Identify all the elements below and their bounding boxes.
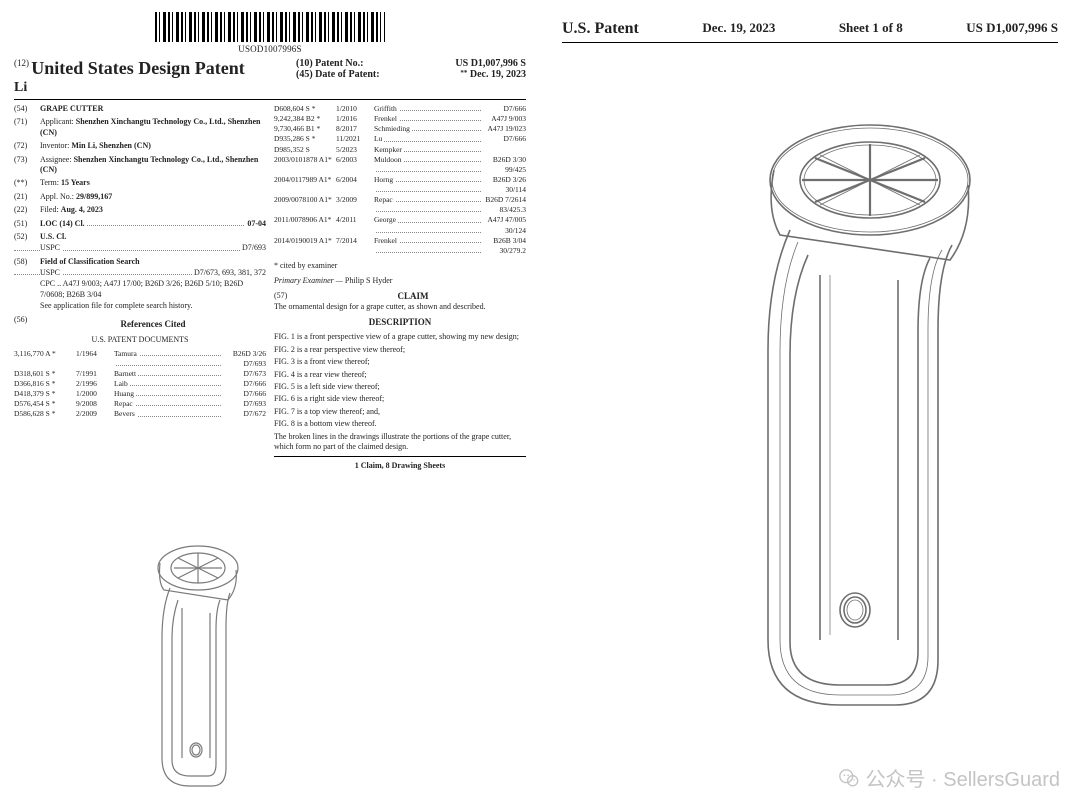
inventor-short: Li [14,80,296,96]
ref-line: 99/425 [274,165,526,175]
figs-list: FIG. 1 is a front perspective view of a … [274,332,526,429]
cited-note: * cited by examiner [274,261,526,271]
f52-num: (52) [14,232,40,242]
uspc-val: D7/693 [240,243,266,253]
rp-title: U.S. Patent [562,20,639,38]
fig-desc: FIG. 5 is a left side view thereof; [274,382,526,392]
fterm-num: (**) [14,178,40,188]
ref-line: 2003/0101878 A1*6/2003MuldoonB26D 3/30 [274,155,526,165]
f51-num: (51) [14,219,40,229]
patent-no-label: (10) Patent No.: [296,58,396,69]
f72-num: (72) [14,141,40,151]
rp-sheet: Sheet 1 of 8 [839,20,903,38]
fig-desc: FIG. 8 is a bottom view thereof. [274,419,526,429]
ref-line: D985,352 S5/2023Kempker [274,145,526,155]
rp-patent-no: US D1,007,996 S [966,20,1058,38]
ref-line: D418,379 S *1/2000HuangD7/666 [14,389,266,399]
term: 15 Years [61,178,90,187]
f58-cpc: CPC .. A47J 9/003; A47J 17/00; B26D 3/26… [14,279,266,300]
patent-no: US D1,007,996 S [396,58,526,69]
fig-desc: FIG. 6 is a right side view thereof; [274,394,526,404]
grape-cutter-figure-small [120,528,270,798]
field-search: Field of Classification Search [40,257,140,266]
patent-title: United States Design Patent [31,58,245,78]
assignee: Shenzhen Xinchangtu Technology Co., Ltd.… [40,155,258,174]
ref-line: 30/114 [274,185,526,195]
refs-list-right: D608,604 S *1/2010GriffithD7/6669,242,38… [274,104,526,256]
f58-num: (58) [14,257,40,267]
ref-line: D318,601 S *7/1991BarnettD7/673 [14,369,266,379]
ref-line: D576,454 S *9/2008RepacD7/693 [14,399,266,409]
ref-line: D7/693 [14,359,266,369]
f72-lbl: Inventor: [40,141,69,150]
ref-line: D935,286 S *11/2021LuD7/666 [274,134,526,144]
watermark: 公众号 · SellersGuard [838,763,1061,792]
ref-line: 30/279.2 [274,246,526,256]
ref-line: D608,604 S *1/2010GriffithD7/666 [274,104,526,114]
us-docs-title: U.S. PATENT DOCUMENTS [14,335,266,345]
ref-line: 30/124 [274,226,526,236]
appl-no: 29/899,167 [76,192,112,201]
f22-lbl: Filed: [40,205,59,214]
wechat-icon [838,767,860,789]
fig-desc: FIG. 7 is a top view thereof; and, [274,407,526,417]
f71-lbl: Applicant: [40,117,74,126]
filed-date: Aug. 4, 2023 [61,205,103,214]
f58-note: See application file for complete search… [14,301,266,311]
fig-desc: FIG. 3 is a front view thereof; [274,357,526,367]
loc-cl-val: 07-04 [245,219,266,229]
fig-desc: FIG. 4 is a rear view thereof; [274,370,526,380]
barcode-text: USOD1007996S [14,44,526,54]
date-label: (45) Date of Patent: [296,69,396,80]
claim-text: The ornamental design for a grape cutter… [274,302,526,312]
refs-cited: References Cited [40,319,266,331]
claim-label: CLAIM [300,291,526,303]
f58-uspc-val: D7/673, 693, 381, 372 [192,268,266,278]
ref-line: 2004/0117989 A1*6/2004HorngB26D 3/26 [274,175,526,185]
loc-cl: LOC (14) Cl. [40,219,87,228]
patent-cover-page: USOD1007996S (12) United States Design P… [0,0,540,810]
examiner-label: Primary Examiner — [274,276,343,285]
f58-uspc: USPC [40,268,62,277]
f22-num: (22) [14,205,40,215]
fig-desc: FIG. 1 is a front perspective view of a … [274,332,526,342]
refs-list-left: 3,116,770 A *1/1964TamuraB26D 3/26D7/693… [14,349,266,420]
ref-line: 83/425.3 [274,205,526,215]
grape-cutter-figure-large [680,80,1020,730]
ref-line: 3,116,770 A *1/1964TamuraB26D 3/26 [14,349,266,359]
date-star: ** [460,69,467,77]
ref-line: 9,730,466 B1 *8/2017SchmiedingA47J 19/02… [274,124,526,134]
title-prefix: (12) [14,58,29,68]
applicant: Shenzhen Xinchangtu Technology Co., Ltd.… [40,117,261,136]
inventor: Min Li, Shenzhen (CN) [71,141,151,150]
invention-title: GRAPE CUTTER [40,104,103,113]
f73-num: (73) [14,155,40,176]
examiner: Philip S Hyder [345,276,393,285]
barcode [155,12,385,42]
desc-label: DESCRIPTION [274,317,526,329]
ref-line: 2011/0078906 A1*4/2011GeorgeA47J 47/005 [274,215,526,225]
f71-num: (71) [14,117,40,138]
f21-lbl: Appl. No.: [40,192,74,201]
f56-num: (56) [14,315,40,333]
patent-date: Dec. 19, 2023 [470,69,526,80]
ref-line: 9,242,384 B2 *1/2016FrenkelA47J 9/003 [274,114,526,124]
broken-line-note: The broken lines in the drawings illustr… [274,432,526,453]
ref-line: 2009/0078100 A1*3/2009RepacB26D 7/2614 [274,195,526,205]
us-cl: U.S. Cl. [40,232,66,241]
claim-count: 1 Claim, 8 Drawing Sheets [274,461,526,471]
rp-date: Dec. 19, 2023 [702,20,775,38]
patent-sheet-page: U.S. Patent Dec. 19, 2023 Sheet 1 of 8 U… [540,0,1080,810]
fterm-lbl: Term: [40,178,59,187]
ref-line: 2014/0190019 A1*7/2014FrenkelB26B 3/04 [274,236,526,246]
fig-desc: FIG. 2 is a rear perspective view thereo… [274,345,526,355]
uspc-lbl: USPC [40,243,62,252]
ref-line: D586,628 S *2/2009BeversD7/672 [14,409,266,419]
claim-num: (57) [274,291,300,303]
f21-num: (21) [14,192,40,202]
f73-lbl: Assignee: [40,155,72,164]
f54-num: (54) [14,104,40,114]
ref-line: D366,816 S *2/1996LaibD7/666 [14,379,266,389]
watermark-text: 公众号 · SellersGuard [866,763,1061,792]
